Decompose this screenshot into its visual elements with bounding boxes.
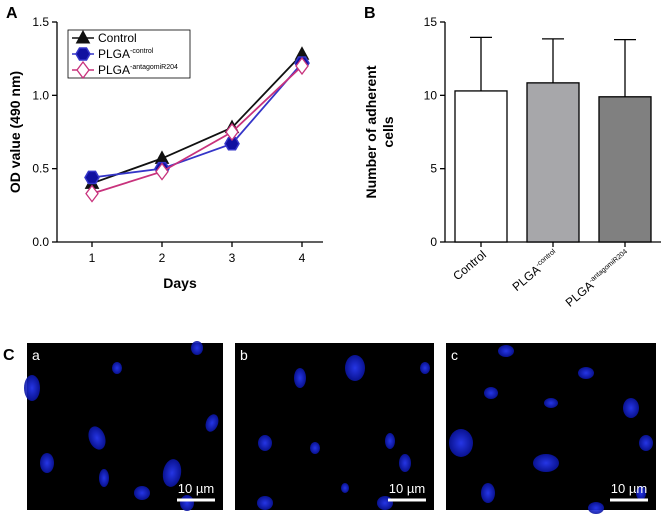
bar [598, 96, 652, 243]
marker [155, 162, 169, 181]
panel-label: B [364, 5, 376, 22]
nucleus [623, 398, 639, 418]
nucleus [180, 495, 194, 511]
marker [295, 56, 309, 76]
nucleus [99, 469, 109, 487]
line [91, 62, 303, 179]
x-axis-label: Days [163, 275, 197, 291]
legend-superscript: -antagomiR204 [130, 64, 178, 71]
line [91, 53, 303, 185]
nucleus [449, 429, 473, 457]
nucleus [588, 502, 604, 514]
micrograph [27, 343, 223, 510]
nucleus [377, 496, 393, 510]
y-tick-label: 0 [430, 235, 437, 249]
nucleus [24, 375, 40, 401]
nucleus [294, 368, 306, 388]
nucleus [420, 362, 430, 374]
legend-text: PLGA [98, 47, 130, 61]
y-tick-label: 10 [424, 88, 438, 102]
legend-label: PLGA-antagomiR204 [98, 63, 178, 77]
nucleus [191, 341, 203, 355]
scale-bar-label: 10 µm [178, 481, 214, 496]
marker [224, 136, 240, 151]
nucleus [544, 398, 558, 408]
x-tick-label: PLGA-control [510, 247, 562, 294]
legend-label: PLGA-control [98, 47, 154, 61]
micrograph [446, 343, 656, 510]
nucleus [498, 345, 514, 357]
bar [526, 82, 580, 243]
y-axis-label: OD value (490 nm) [7, 71, 23, 193]
marker [225, 122, 239, 142]
y-tick-label: 0.5 [32, 162, 49, 176]
legend-superscript: -control [130, 48, 154, 55]
nucleus [112, 362, 122, 374]
micrograph-label: a [32, 347, 40, 363]
nucleus [345, 355, 365, 381]
marker [75, 29, 91, 44]
legend-label: Control [98, 31, 137, 45]
nucleus [385, 433, 395, 449]
y-axis-label: cells [380, 116, 396, 147]
y-axis-label: Number of adherent [363, 65, 379, 198]
series [85, 56, 309, 203]
marker [75, 47, 91, 61]
nucleus [341, 483, 349, 493]
x-tick-label: 4 [299, 251, 306, 265]
nucleus [134, 486, 150, 500]
nucleus [639, 435, 653, 451]
micrograph-label: b [240, 347, 248, 363]
category-superscript: -control [535, 248, 558, 269]
category-superscript: -antagomiR204 [588, 248, 629, 284]
x-tick-label: 2 [159, 251, 166, 265]
nucleus [162, 459, 182, 487]
nucleus [481, 483, 495, 503]
scale-bar-label: 10 µm [611, 481, 647, 496]
nucleus [205, 414, 219, 432]
y-tick-label: 15 [424, 15, 438, 29]
nucleus [310, 442, 320, 454]
legend-text: PLGA [98, 63, 130, 77]
y-tick-label: 5 [430, 162, 437, 176]
nucleus [399, 454, 411, 472]
x-tick-label: 3 [229, 251, 236, 265]
panel-label: A [6, 5, 18, 22]
scale-bar-label: 10 µm [389, 481, 425, 496]
panel-label: C [3, 347, 15, 364]
nucleus [484, 387, 498, 399]
y-tick-label: 0.0 [32, 235, 49, 249]
x-tick-label: Control [450, 248, 489, 284]
nucleus [257, 496, 273, 510]
micrograph-label: c [451, 347, 458, 363]
nucleus [258, 435, 272, 451]
x-tick-label: 1 [89, 251, 96, 265]
nucleus [40, 453, 54, 473]
marker [84, 170, 100, 185]
legend-text: Control [98, 31, 137, 45]
y-tick-label: 1.5 [32, 15, 49, 29]
x-tick-label: PLGA-antagomiR204 [563, 248, 633, 310]
bar [454, 90, 508, 243]
category-text: Control [450, 248, 489, 284]
marker [76, 60, 90, 80]
marker [85, 184, 99, 203]
line [91, 65, 303, 195]
marker [154, 150, 170, 164]
y-tick-label: 1.0 [32, 88, 49, 102]
nucleus [533, 454, 559, 472]
nucleus [88, 426, 106, 450]
nucleus [578, 367, 594, 379]
micrograph [235, 343, 434, 510]
nucleus [636, 486, 646, 500]
